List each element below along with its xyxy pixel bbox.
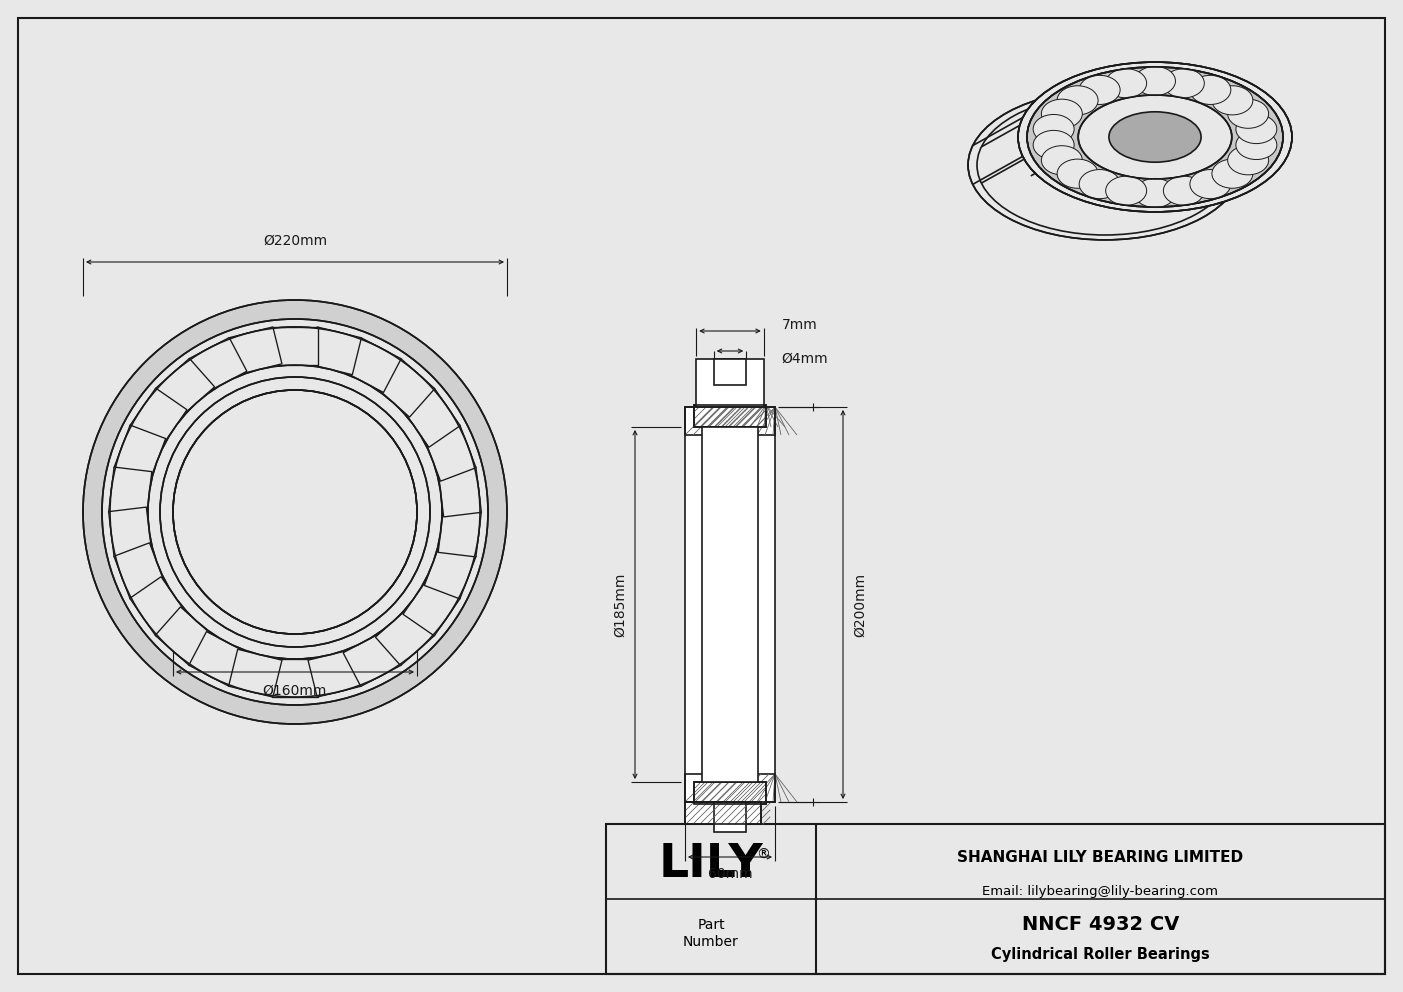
Text: ®: ® xyxy=(756,847,770,861)
Text: 7mm: 7mm xyxy=(781,318,818,332)
Polygon shape xyxy=(309,650,362,697)
Polygon shape xyxy=(403,576,460,636)
Text: NNCF 4932 CV: NNCF 4932 CV xyxy=(1021,915,1179,934)
Polygon shape xyxy=(108,467,152,517)
Ellipse shape xyxy=(1056,159,1099,188)
Polygon shape xyxy=(156,607,215,666)
Bar xyxy=(702,427,758,782)
Text: Cylindrical Roller Bearings: Cylindrical Roller Bearings xyxy=(991,947,1209,962)
Ellipse shape xyxy=(1056,85,1099,115)
Bar xyxy=(694,405,766,427)
Polygon shape xyxy=(130,576,187,636)
Text: Ø4mm: Ø4mm xyxy=(781,352,828,366)
Polygon shape xyxy=(156,358,215,417)
Bar xyxy=(606,824,1385,974)
Text: Ø160mm: Ø160mm xyxy=(262,684,327,698)
Text: LILY: LILY xyxy=(658,842,763,887)
Polygon shape xyxy=(344,632,401,686)
Text: Email: lilybearing@lily-bearing.com: Email: lilybearing@lily-bearing.com xyxy=(982,885,1218,898)
Ellipse shape xyxy=(1236,114,1277,144)
Bar xyxy=(685,802,760,824)
Polygon shape xyxy=(309,327,362,375)
Polygon shape xyxy=(272,659,318,697)
Polygon shape xyxy=(130,388,187,447)
Ellipse shape xyxy=(1135,179,1176,207)
Bar xyxy=(685,407,774,435)
Polygon shape xyxy=(189,632,247,686)
Text: Ø185mm: Ø185mm xyxy=(613,572,627,637)
Circle shape xyxy=(173,390,417,634)
Bar xyxy=(696,359,763,407)
Ellipse shape xyxy=(1212,159,1253,188)
Bar xyxy=(714,802,746,832)
Ellipse shape xyxy=(1079,170,1120,198)
Text: Part
Number: Part Number xyxy=(683,919,739,948)
Circle shape xyxy=(83,300,506,724)
Polygon shape xyxy=(438,467,481,517)
Ellipse shape xyxy=(1079,75,1120,104)
Text: 60mm: 60mm xyxy=(707,867,752,881)
Ellipse shape xyxy=(1163,177,1204,205)
Polygon shape xyxy=(189,337,247,393)
Polygon shape xyxy=(114,426,166,481)
Polygon shape xyxy=(229,650,282,697)
Ellipse shape xyxy=(968,90,1242,240)
Polygon shape xyxy=(108,507,152,557)
Polygon shape xyxy=(424,543,476,599)
Ellipse shape xyxy=(1212,85,1253,115)
Bar xyxy=(685,407,774,802)
Polygon shape xyxy=(403,388,460,447)
Bar xyxy=(685,802,760,824)
Ellipse shape xyxy=(1108,112,1201,163)
Ellipse shape xyxy=(1041,146,1082,175)
Ellipse shape xyxy=(1163,68,1204,98)
Text: Ø200mm: Ø200mm xyxy=(853,572,867,637)
Bar xyxy=(694,782,766,804)
Ellipse shape xyxy=(1228,99,1268,128)
Polygon shape xyxy=(114,543,166,599)
Ellipse shape xyxy=(1190,170,1230,198)
Circle shape xyxy=(102,319,488,705)
Ellipse shape xyxy=(1190,75,1230,104)
Circle shape xyxy=(83,300,506,724)
Polygon shape xyxy=(438,507,481,557)
Bar xyxy=(685,407,774,802)
Ellipse shape xyxy=(1106,177,1146,205)
Ellipse shape xyxy=(1228,146,1268,175)
Ellipse shape xyxy=(1106,68,1146,98)
Ellipse shape xyxy=(1027,67,1282,207)
Polygon shape xyxy=(229,327,282,375)
Ellipse shape xyxy=(1041,99,1082,128)
Ellipse shape xyxy=(1078,95,1232,179)
Ellipse shape xyxy=(1019,62,1292,212)
Polygon shape xyxy=(376,607,435,666)
Text: Ø220mm: Ø220mm xyxy=(262,234,327,248)
Ellipse shape xyxy=(1033,130,1075,160)
Polygon shape xyxy=(424,426,476,481)
Bar xyxy=(685,774,774,802)
Ellipse shape xyxy=(1033,114,1075,144)
Bar xyxy=(714,359,746,385)
Bar xyxy=(694,782,766,804)
Ellipse shape xyxy=(976,95,1233,235)
Ellipse shape xyxy=(1236,130,1277,160)
Polygon shape xyxy=(272,327,318,365)
Ellipse shape xyxy=(1135,66,1176,95)
Text: SHANGHAI LILY BEARING LIMITED: SHANGHAI LILY BEARING LIMITED xyxy=(957,849,1243,864)
Polygon shape xyxy=(344,337,401,393)
Bar xyxy=(694,405,766,427)
Polygon shape xyxy=(376,358,435,417)
